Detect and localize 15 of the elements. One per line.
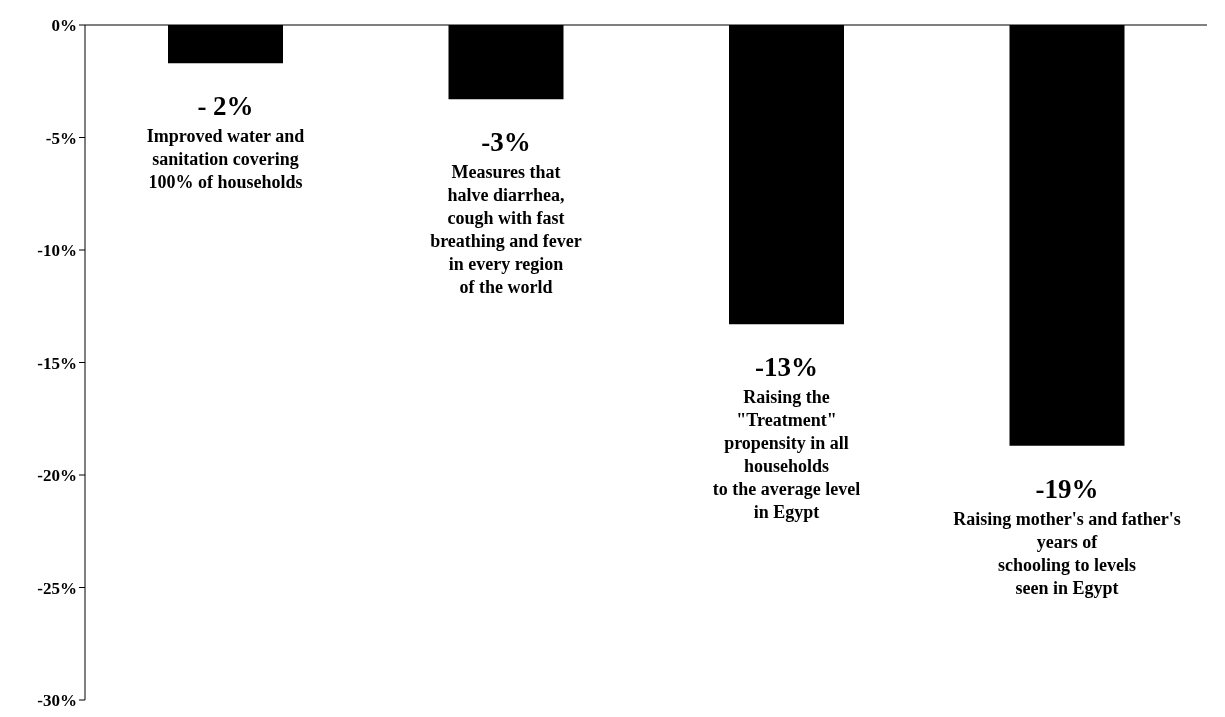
annotation: Raising the "Treatment" propensity in all households to the average level in Egypt [712, 387, 861, 523]
annotation: Measures that halve diarrhea, cough with fast breathing and fever in every region of the world [430, 162, 582, 298]
data-label: -19% [1035, 473, 1099, 504]
annotation: Improved water and sanitation covering 100% of households [146, 126, 305, 193]
y-tick-label: -30% [37, 691, 77, 711]
data-label: - 2% [197, 91, 254, 122]
y-tick-label: -10% [37, 241, 77, 261]
y-tick-label: 0% [51, 16, 77, 36]
y-tick-label: -5% [45, 128, 77, 148]
y-tick-label: -20% [37, 466, 77, 486]
data-label: -13% [755, 352, 818, 383]
y-tick-label: -15% [37, 353, 77, 373]
data-label: -3% [481, 127, 531, 158]
y-tick-label: -25% [37, 578, 77, 598]
annotation: Raising mother's and father's years of schooling to levels seen in Egypt [953, 508, 1181, 598]
